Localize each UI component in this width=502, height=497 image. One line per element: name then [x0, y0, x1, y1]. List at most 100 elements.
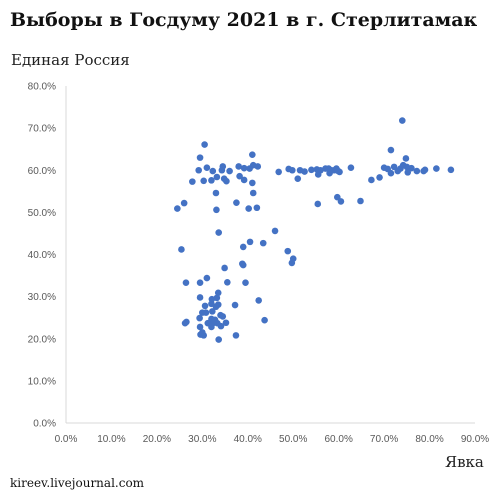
data-point: [174, 205, 181, 212]
data-point: [368, 176, 375, 184]
x-axis-label: Явка: [445, 453, 484, 471]
x-tick-label: 90.0%: [461, 434, 489, 445]
data-point: [284, 247, 292, 255]
data-point: [337, 198, 345, 205]
data-point: [226, 167, 233, 175]
y-tick-labels: 0.0% 10.0% 20.0% 30.0% 40.0% 50.0% 60.0% 70.0% 8…: [28, 82, 56, 430]
data-point: [219, 163, 227, 170]
data-point: [215, 229, 222, 236]
data-point: [246, 238, 254, 246]
data-point: [208, 323, 215, 331]
data-point: [235, 163, 242, 170]
data-point: [413, 167, 421, 175]
y-tick-label: 70.0%: [28, 124, 56, 135]
data-point: [275, 168, 282, 176]
x-tick-label: 0.0%: [55, 434, 78, 445]
data-point: [421, 166, 429, 174]
data-point: [255, 297, 262, 304]
data-point: [182, 279, 190, 287]
data-point: [221, 264, 228, 272]
data-point: [233, 199, 240, 206]
x-tick-label: 60.0%: [324, 434, 352, 445]
data-point: [196, 154, 204, 161]
y-tick-label: 60.0%: [28, 166, 56, 177]
data-point: [215, 336, 222, 343]
data-point: [196, 294, 204, 301]
x-tick-label: 70.0%: [370, 434, 398, 445]
x-tick-label: 20.0%: [143, 434, 171, 445]
data-point: [208, 177, 215, 184]
data-point: [249, 179, 256, 187]
data-point: [387, 169, 395, 177]
data-point: [398, 117, 406, 124]
x-tick-label: 40.0%: [234, 434, 262, 445]
x-tick-label: 30.0%: [188, 434, 216, 445]
data-point: [261, 316, 268, 324]
data-point: [357, 197, 364, 205]
data-points: [174, 117, 455, 343]
data-point: [232, 332, 240, 339]
data-point: [294, 175, 302, 182]
data-point: [189, 178, 196, 185]
data-point: [289, 255, 297, 263]
data-point: [336, 168, 343, 176]
data-point: [181, 319, 189, 327]
data-point: [249, 151, 256, 158]
x-tick-label: 10.0%: [97, 434, 125, 445]
data-point: [214, 301, 222, 308]
data-point: [213, 173, 221, 181]
data-point: [209, 308, 216, 315]
data-point: [224, 279, 231, 286]
data-point: [200, 332, 207, 339]
axes: [65, 86, 475, 424]
data-point: [242, 279, 249, 287]
data-point: [195, 166, 202, 174]
data-point: [308, 166, 315, 174]
data-point: [239, 260, 246, 268]
data-point: [236, 172, 243, 180]
data-point: [301, 168, 308, 175]
data-point: [222, 319, 230, 327]
data-point: [408, 164, 415, 172]
data-point: [239, 243, 247, 251]
y-tick-label: 50.0%: [28, 208, 56, 219]
data-point: [271, 227, 279, 235]
data-point: [223, 177, 230, 185]
data-point: [201, 302, 209, 310]
data-point: [200, 177, 207, 185]
data-point: [201, 141, 208, 148]
data-point: [347, 164, 355, 172]
y-tick-label: 30.0%: [28, 292, 56, 303]
data-point: [202, 309, 210, 316]
data-point: [180, 199, 188, 207]
data-point: [240, 164, 248, 172]
data-point: [203, 274, 211, 282]
data-point: [217, 322, 225, 330]
y-tick-label: 40.0%: [28, 250, 56, 261]
data-point: [254, 163, 262, 170]
data-point: [231, 301, 239, 309]
data-point: [203, 164, 211, 172]
data-point: [209, 167, 217, 175]
data-point: [259, 239, 267, 247]
y-tick-label: 10.0%: [28, 376, 56, 387]
x-tick-label: 50.0%: [279, 434, 307, 445]
data-point: [317, 166, 324, 174]
y-tick-label: 0.0%: [33, 419, 56, 430]
data-point: [212, 189, 220, 197]
data-point: [253, 204, 261, 212]
y-axis-label: Единая Россия: [11, 51, 130, 69]
data-point: [387, 146, 395, 154]
data-point: [178, 246, 185, 253]
data-point: [249, 189, 257, 197]
y-tick-label: 20.0%: [28, 334, 56, 345]
data-point: [245, 205, 252, 212]
data-point: [376, 174, 383, 181]
data-point: [196, 323, 204, 331]
data-point: [402, 155, 410, 162]
data-point: [196, 279, 204, 287]
data-point: [314, 200, 322, 208]
data-point: [433, 165, 440, 172]
x-tick-label: 80.0%: [415, 434, 443, 445]
